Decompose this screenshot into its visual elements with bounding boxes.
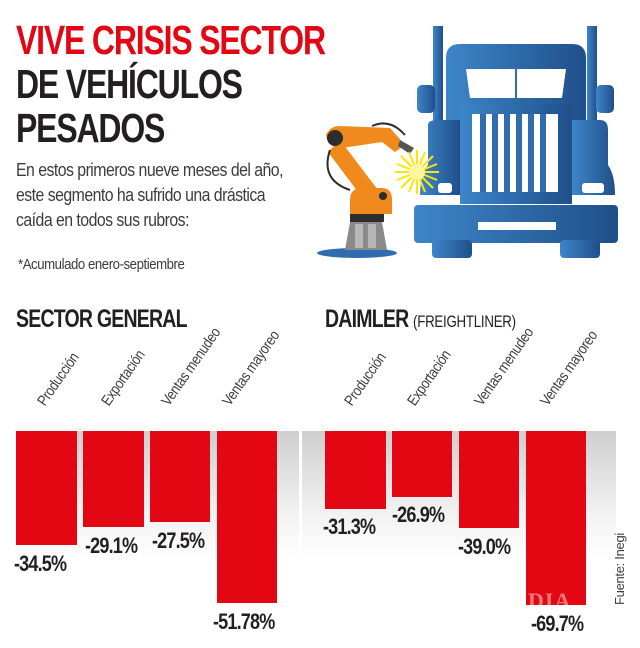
section-subtitle: (FREIGHTLINER) xyxy=(413,312,516,331)
category-label-ventas-menudeo: Ventas menudeo xyxy=(471,324,538,409)
illustration xyxy=(317,26,618,258)
title-line-1: VIVE CRISIS SECTOR xyxy=(16,17,326,63)
truck-front-icon xyxy=(414,26,618,258)
section-title-text: SECTOR GENERAL xyxy=(16,305,188,333)
bar-daimler-produccion xyxy=(325,431,386,509)
category-label-exportacion: Exportación xyxy=(404,347,455,409)
value-label: -39.0% xyxy=(458,534,511,559)
bar-daimler-exportacion xyxy=(392,431,452,497)
category-label-ventas-menudeo: Ventas menudeo xyxy=(158,324,225,409)
title-line-2: DE VEHÍCULOS xyxy=(16,61,243,107)
watermark: DIA xyxy=(528,588,572,613)
section-title-daimler: DAIMLER (FREIGHTLINER) xyxy=(325,305,516,334)
category-label-produccion: Producción xyxy=(341,349,390,409)
category-label-exportacion: Exportación xyxy=(98,347,149,409)
category-label-ventas-mayoreo: Ventas mayoreo xyxy=(219,327,284,409)
bar-sector-exportacion xyxy=(83,431,144,527)
bar-daimler-ventas-menudeo xyxy=(459,431,519,528)
robot-arm-icon xyxy=(317,122,414,258)
intro-text: En estos primeros nueve meses del año, e… xyxy=(16,160,283,230)
value-label: -69.7% xyxy=(531,611,584,636)
section-title-text: DAIMLER xyxy=(325,305,409,333)
category-label-ventas-mayoreo: Ventas mayoreo xyxy=(537,327,602,409)
value-label: -31.3% xyxy=(323,514,376,539)
source-credit: Fuente: Inegi xyxy=(612,533,627,605)
bar-sector-ventas-mayoreo xyxy=(217,431,277,603)
value-label: -26.9% xyxy=(392,502,445,527)
bar-sector-produccion xyxy=(16,431,77,545)
footnote: *Acumulado enero-septiembre xyxy=(18,256,185,273)
category-label-produccion: Producción xyxy=(34,349,83,409)
value-label: -27.5% xyxy=(152,528,205,553)
value-label: -34.5% xyxy=(14,551,67,576)
value-label: -29.1% xyxy=(85,533,138,558)
page-title: VIVE CRISIS SECTOR DE VEHÍCULOS PESADOS xyxy=(16,17,326,151)
value-label: -51.78% xyxy=(213,609,275,634)
bar-sector-ventas-menudeo xyxy=(150,431,210,522)
bar-daimler-ventas-mayoreo xyxy=(526,431,586,605)
section-title-sector-general: SECTOR GENERAL xyxy=(16,305,188,334)
title-line-3: PESADOS xyxy=(16,105,165,151)
welding-spark-icon xyxy=(395,150,439,194)
